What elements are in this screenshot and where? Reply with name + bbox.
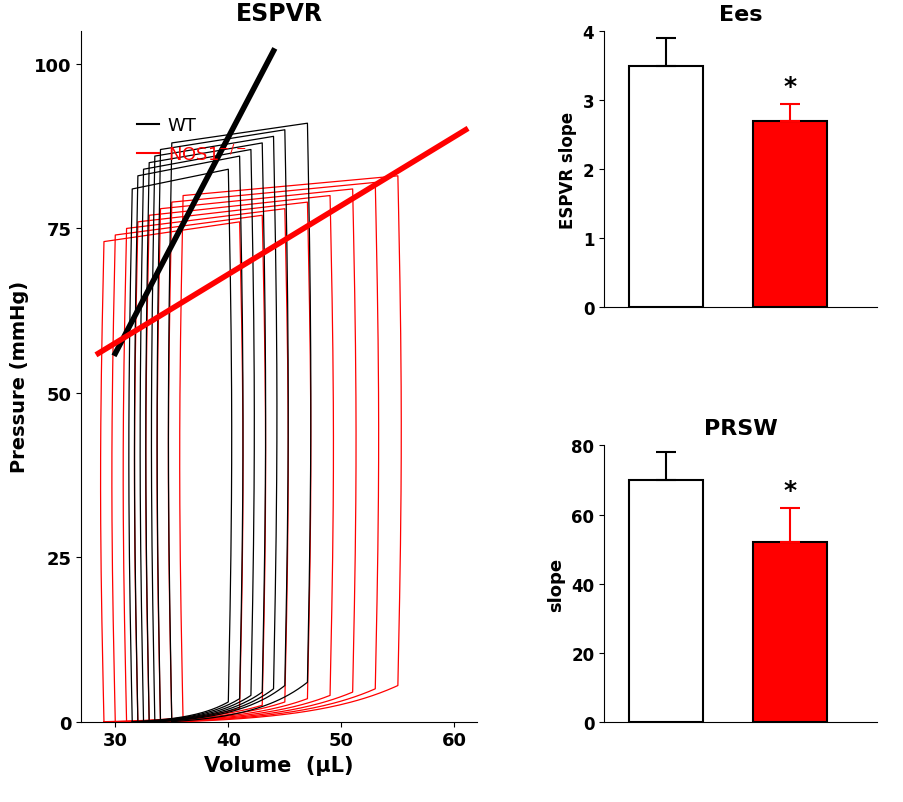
- Bar: [752, 122, 826, 308]
- Title: PRSW: PRSW: [703, 419, 777, 439]
- Y-axis label: Pressure (mmHg): Pressure (mmHg): [10, 281, 29, 473]
- Title: ESPVR: ESPVR: [236, 2, 322, 26]
- Y-axis label: ESPVR slope: ESPVR slope: [558, 111, 576, 229]
- Title: Ees: Ees: [718, 5, 761, 25]
- Text: *: *: [783, 479, 796, 503]
- Bar: [628, 480, 703, 722]
- Bar: [752, 542, 826, 722]
- Legend: WT, NOS1$^{-/-}$: WT, NOS1$^{-/-}$: [130, 110, 254, 172]
- Y-axis label: slope: slope: [547, 557, 565, 611]
- X-axis label: Volume  (μL): Volume (μL): [204, 755, 354, 775]
- Text: *: *: [783, 75, 796, 99]
- Bar: [628, 67, 703, 308]
